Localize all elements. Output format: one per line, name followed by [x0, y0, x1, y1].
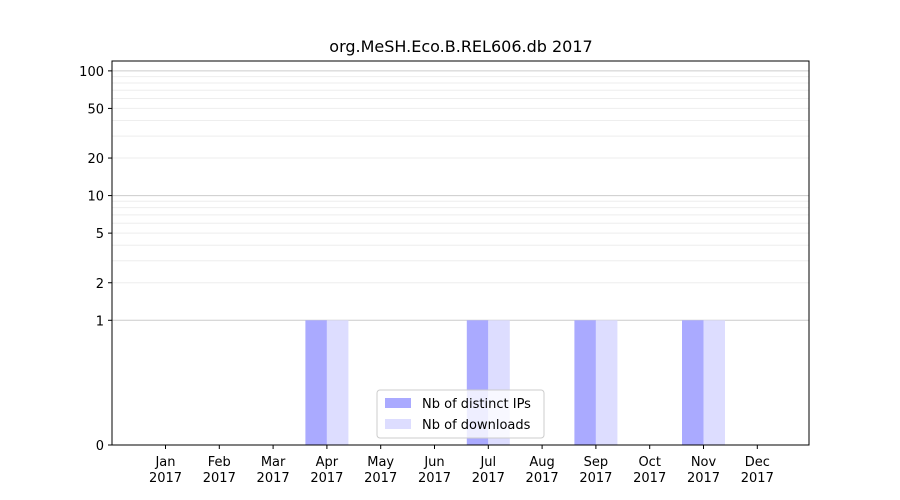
x-tick-label-month: May — [367, 455, 394, 470]
y-tick-label: 50 — [87, 102, 104, 117]
x-tick-label-month: Feb — [208, 455, 231, 470]
y-tick-label: 10 — [87, 190, 104, 205]
legend-label-downloads: Nb of downloads — [422, 418, 531, 433]
x-tick-label-month: Nov — [691, 455, 717, 470]
legend-swatch-ips — [385, 398, 411, 408]
y-tick-label: 0 — [96, 439, 104, 454]
chart-title: org.MeSH.Eco.B.REL606.db 2017 — [329, 37, 592, 56]
x-tick-label-year: 2017 — [633, 471, 666, 486]
y-tick-label: 20 — [87, 152, 104, 167]
grid-layer — [112, 70, 809, 321]
x-axis: Jan2017Feb2017Mar2017Apr2017May2017Jun20… — [149, 445, 774, 486]
x-tick-label-year: 2017 — [579, 471, 612, 486]
x-tick-label-year: 2017 — [418, 471, 451, 486]
x-tick-label-year: 2017 — [310, 471, 343, 486]
x-tick-label-year: 2017 — [472, 471, 505, 486]
x-tick-label-month: Jan — [154, 455, 175, 470]
x-tick-label-year: 2017 — [741, 471, 774, 486]
legend-swatch-downloads — [385, 419, 411, 429]
bar-distinct-ips — [574, 320, 596, 445]
x-tick-label-month: Apr — [316, 455, 339, 470]
x-tick-label-year: 2017 — [149, 471, 182, 486]
legend-box — [376, 389, 545, 439]
y-axis: 0 1 2 5 10 20 50 100 — [79, 65, 112, 454]
x-tick-label-month: Oct — [638, 455, 660, 470]
bar-downloads — [703, 320, 725, 445]
bars-layer — [305, 320, 725, 445]
x-tick-label-month: Dec — [745, 455, 770, 470]
y-tick-label: 1 — [96, 314, 104, 329]
x-tick-label-year: 2017 — [203, 471, 236, 486]
x-tick-label-year: 2017 — [364, 471, 397, 486]
x-tick-label-month: Aug — [529, 455, 554, 470]
plot-frame — [111, 60, 810, 446]
y-tick-label: 100 — [79, 65, 104, 80]
legend: Nb of distinct IPs Nb of downloads — [376, 389, 545, 439]
x-tick-label-month: Mar — [261, 455, 286, 470]
bar-distinct-ips — [305, 320, 327, 445]
x-tick-label-year: 2017 — [687, 471, 720, 486]
bar-distinct-ips — [682, 320, 704, 445]
bar-downloads — [595, 320, 618, 445]
x-tick-label-year: 2017 — [526, 471, 559, 486]
legend-label-ips: Nb of distinct IPs — [422, 397, 531, 412]
x-tick-label-month: Jun — [423, 455, 444, 470]
x-tick-label-year: 2017 — [257, 471, 290, 486]
y-tick-label: 2 — [96, 277, 104, 292]
x-tick-label-month: Sep — [584, 455, 609, 470]
y-tick-label: 5 — [96, 227, 104, 242]
bar-downloads — [326, 320, 349, 445]
x-tick-label-month: Jul — [479, 455, 496, 470]
